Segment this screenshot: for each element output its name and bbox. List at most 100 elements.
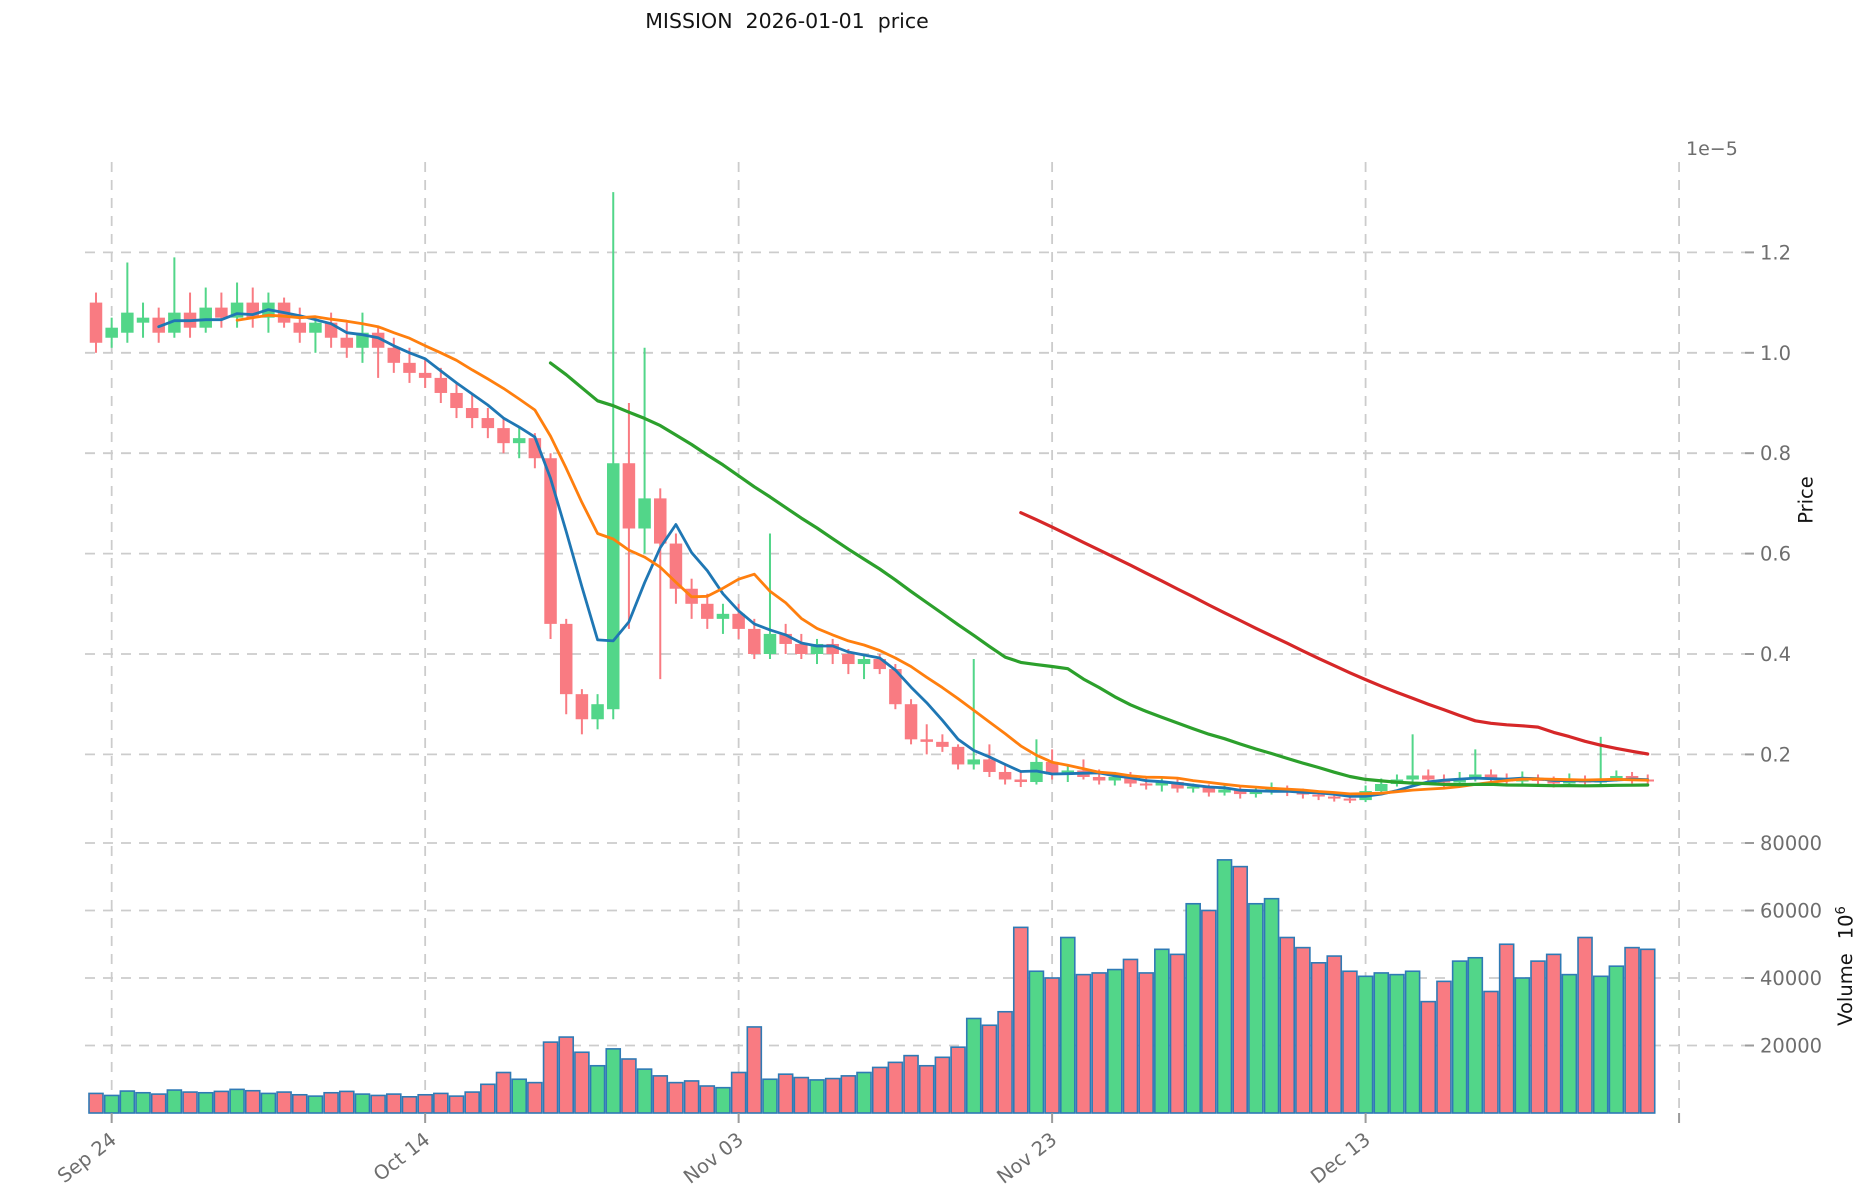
volume-bar xyxy=(1091,972,1107,1114)
candle-body-down xyxy=(215,307,228,318)
volume-bar xyxy=(213,1090,230,1114)
volume-bar xyxy=(887,1061,904,1114)
volume-bar xyxy=(574,1051,590,1114)
candle-body-up xyxy=(716,613,730,619)
candle-body-down xyxy=(465,408,479,419)
mav-5-line xyxy=(157,308,1650,798)
candle-body-up xyxy=(1610,775,1623,779)
candle-body-up xyxy=(1406,775,1419,780)
candle-body-down xyxy=(387,347,401,363)
volume-bar xyxy=(1012,926,1029,1114)
volume-bar xyxy=(589,1064,606,1114)
volume-bar xyxy=(1577,936,1593,1114)
candle-body-down xyxy=(951,746,965,765)
volume-bar xyxy=(370,1094,386,1114)
price-tick-label: 1.0 xyxy=(1760,342,1791,365)
candle-body-up xyxy=(810,643,824,654)
candle-body-down xyxy=(1045,761,1059,775)
volume-bar xyxy=(1561,973,1578,1114)
candle-body-up xyxy=(309,322,322,333)
chart-title: MISSION 2026-01-01 price xyxy=(645,9,929,33)
volume-bar xyxy=(1279,936,1296,1114)
volume-bar xyxy=(1169,953,1186,1114)
candle-body-down xyxy=(842,654,855,665)
volume-bar xyxy=(1185,902,1201,1114)
candle-body-down xyxy=(1343,798,1357,801)
candle-body-down xyxy=(544,458,557,624)
volume-bar xyxy=(762,1078,778,1114)
volume-bar xyxy=(1295,946,1311,1114)
candle-body-up xyxy=(1375,784,1388,792)
candle-body-down xyxy=(340,337,354,348)
volume-bar xyxy=(1389,973,1405,1114)
volume-bar xyxy=(809,1079,825,1114)
volume-bar xyxy=(417,1093,433,1114)
volume-bar xyxy=(527,1081,543,1114)
candle-body-up xyxy=(1249,791,1263,795)
volume-bar xyxy=(1404,970,1421,1114)
candle-body-down xyxy=(654,498,667,544)
volume-bar xyxy=(1530,960,1546,1114)
volume-bar xyxy=(1624,946,1640,1114)
volume-bar xyxy=(1216,859,1233,1114)
volume-bar xyxy=(934,1056,951,1114)
candle-body-down xyxy=(152,317,165,333)
volume-bar xyxy=(1326,955,1343,1114)
volume-bar xyxy=(307,1095,324,1114)
volume-bar xyxy=(276,1091,292,1114)
volume-bar xyxy=(1451,960,1468,1114)
volume-bar xyxy=(824,1077,841,1114)
candle-body-down xyxy=(89,302,103,343)
volume-bar xyxy=(1483,990,1499,1114)
candle-body-down xyxy=(1625,775,1639,780)
volume-bar xyxy=(88,1092,104,1114)
candle-body-up xyxy=(1108,776,1122,781)
volume-bar xyxy=(1514,977,1531,1114)
candle-body-down xyxy=(748,628,761,654)
price-tick-label: 0.2 xyxy=(1760,743,1791,766)
price-axis-offset-text: 1e−5 xyxy=(1686,138,1738,160)
candle-body-down xyxy=(795,643,808,654)
mav-10-line xyxy=(235,313,1650,796)
candle-body-up xyxy=(967,759,980,765)
x-tick-label: Nov 23 xyxy=(993,1128,1062,1189)
price-tick-label: 0.6 xyxy=(1760,543,1791,566)
volume-bar xyxy=(950,1046,966,1114)
volume-bar xyxy=(1138,972,1154,1114)
volume-bar xyxy=(260,1092,277,1114)
volume-bars xyxy=(88,859,1656,1114)
volume-bar xyxy=(981,1024,998,1114)
volume-bar xyxy=(746,1026,763,1114)
candle-body-down xyxy=(1233,789,1247,795)
candle-body-down xyxy=(559,623,573,695)
volume-bar xyxy=(464,1091,480,1114)
volume-bar xyxy=(605,1048,622,1114)
candle-body-down xyxy=(779,633,792,644)
candle-body-down xyxy=(1422,775,1435,780)
candle-body-down xyxy=(450,392,463,409)
volume-bar xyxy=(903,1054,919,1114)
volume-bar xyxy=(1122,958,1139,1114)
volume-bar xyxy=(150,1093,167,1114)
candle-body-down xyxy=(1327,796,1341,799)
candle-body-down xyxy=(1484,774,1498,779)
volume-tick-label: 40000 xyxy=(1760,967,1822,990)
candle-body-up xyxy=(136,317,150,323)
candle-body-up xyxy=(105,327,118,338)
candle-body-down xyxy=(936,741,949,747)
candle-body-down xyxy=(418,372,432,378)
candle-body-down xyxy=(1139,783,1153,786)
candle-body-up xyxy=(1218,789,1231,793)
volume-bar xyxy=(1263,897,1280,1114)
volume-bar xyxy=(103,1094,120,1114)
volume-bar xyxy=(1059,936,1076,1114)
candle-body-down xyxy=(497,428,510,444)
volume-bar xyxy=(918,1064,935,1114)
candle-body-down xyxy=(293,322,307,333)
volume-bar xyxy=(1639,948,1656,1114)
candle-body-up xyxy=(1469,774,1482,779)
volume-bar xyxy=(229,1088,245,1114)
candle-body-up xyxy=(1155,782,1169,786)
volume-bar xyxy=(1028,970,1045,1114)
